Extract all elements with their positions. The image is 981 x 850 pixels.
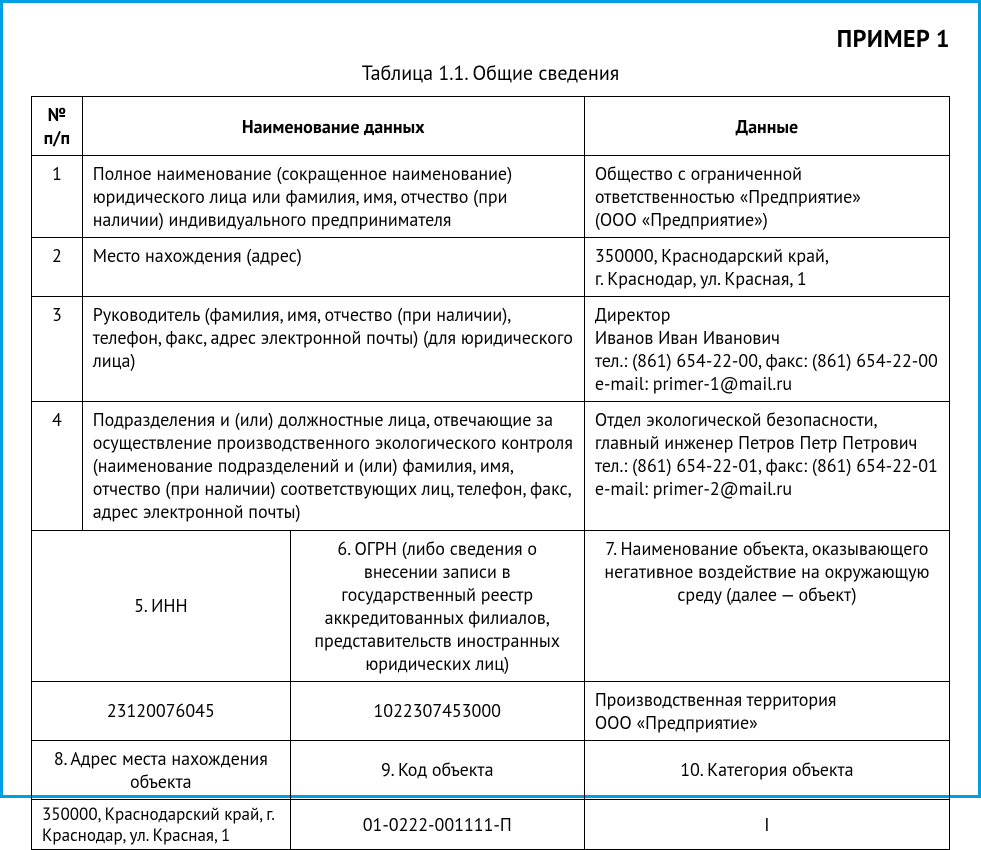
table-row: 3 Руководитель (фамилия, имя, отчество (…: [32, 297, 950, 402]
row-name: Подразделения и (или) должностные лица, …: [82, 402, 584, 530]
cell-9-value: 01-0222-001111-П: [290, 799, 584, 849]
cell-7-value: Производственная территория ООО «Предпри…: [584, 681, 949, 740]
row-num: 4: [32, 402, 83, 530]
row-data: 350000, Краснодарский край, г. Краснодар…: [584, 238, 949, 297]
cell-10-header: 10. Категория объекта: [584, 740, 949, 799]
table-row: 5. ИНН 6. ОГРН (либо сведения о внесении…: [32, 530, 950, 681]
row-name: Полное наименование (сокращенное наимено…: [82, 156, 584, 238]
cell-8-header: 8. Адрес места нахождения объекта: [32, 740, 291, 799]
row-num: 3: [32, 297, 83, 402]
cell-8-value: 350000, Краснодарский край, г. Краснодар…: [32, 799, 291, 849]
row-name: Место нахождения (адрес): [82, 238, 584, 297]
header-data: Данные: [584, 97, 949, 156]
cell-7-header: 7. Наименование объекта, оказывающего не…: [584, 530, 949, 681]
table-header-row: № п/п Наименование данных Данные: [32, 97, 950, 156]
row-data: Директор Иванов Иван Иванович тел.: (861…: [584, 297, 949, 402]
general-info-table: № п/п Наименование данных Данные 1 Полно…: [31, 96, 950, 850]
row-num: 1: [32, 156, 83, 238]
row-num: 2: [32, 238, 83, 297]
row-data: Отдел экологической безопасности, главны…: [584, 402, 949, 530]
row-name: Руководитель (фамилия, имя, отчество (пр…: [82, 297, 584, 402]
cell-10-value: I: [584, 799, 949, 849]
cell-6-value: 1022307453000: [290, 681, 584, 740]
cell-9-header: 9. Код объекта: [290, 740, 584, 799]
table-caption: Таблица 1.1. Общие сведения: [31, 60, 950, 86]
table-row: 2 Место нахождения (адрес) 350000, Красн…: [32, 238, 950, 297]
example-label: ПРИМЕР 1: [31, 23, 950, 54]
cell-5-value: 23120076045: [32, 681, 291, 740]
cell-6-header: 6. ОГРН (либо сведения о внесении записи…: [290, 530, 584, 681]
document-frame: ПРИМЕР 1 Таблица 1.1. Общие сведения № п…: [0, 0, 981, 798]
table-row: 8. Адрес места нахождения объекта 9. Код…: [32, 740, 950, 799]
table-row: 350000, Краснодарский край, г. Краснодар…: [32, 799, 950, 849]
cell-5-header: 5. ИНН: [32, 530, 291, 681]
header-num: № п/п: [32, 97, 83, 156]
header-name: Наименование данных: [82, 97, 584, 156]
table-row: 4 Подразделения и (или) должностные лица…: [32, 402, 950, 530]
row-data: Общество с ограниченной ответственностью…: [584, 156, 949, 238]
table-row: 23120076045 1022307453000 Производственн…: [32, 681, 950, 740]
table-row: 1 Полное наименование (сокращенное наиме…: [32, 156, 950, 238]
